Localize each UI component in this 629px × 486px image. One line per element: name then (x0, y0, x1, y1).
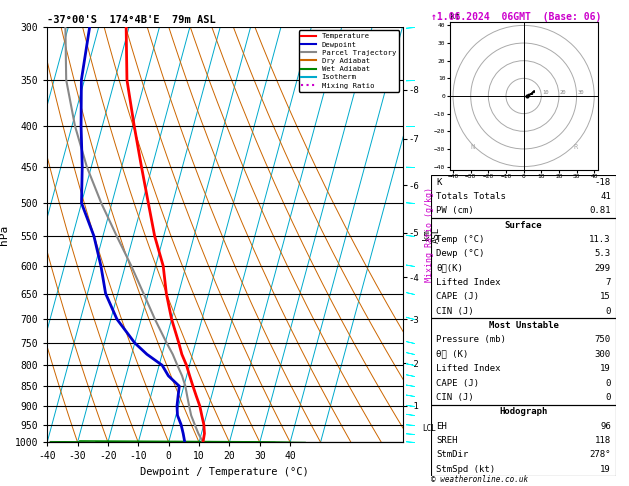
Text: CIN (J): CIN (J) (437, 307, 474, 316)
Text: Surface: Surface (505, 221, 542, 230)
Text: 41: 41 (600, 192, 611, 201)
Text: 7: 7 (606, 278, 611, 287)
Text: R: R (573, 144, 577, 150)
Text: StmDir: StmDir (437, 450, 469, 459)
Bar (431, 404, 616, 476)
Text: Temp (°C): Temp (°C) (437, 235, 485, 244)
Text: Lifted Index: Lifted Index (437, 278, 501, 287)
Text: θᴇ(K): θᴇ(K) (437, 264, 464, 273)
Text: 300: 300 (595, 350, 611, 359)
Text: SREH: SREH (437, 436, 458, 445)
Text: Dewp (°C): Dewp (°C) (437, 249, 485, 259)
Text: PW (cm): PW (cm) (437, 207, 474, 215)
Legend: Temperature, Dewpoint, Parcel Trajectory, Dry Adiabat, Wet Adiabat, Isotherm, Mi: Temperature, Dewpoint, Parcel Trajectory… (299, 30, 399, 91)
Text: 750: 750 (595, 335, 611, 345)
Text: -18: -18 (595, 178, 611, 187)
Text: 0: 0 (606, 379, 611, 387)
Text: © weatheronline.co.uk: © weatheronline.co.uk (431, 474, 528, 484)
Text: 19: 19 (600, 364, 611, 373)
Bar (431, 218, 616, 318)
Text: 20: 20 (560, 90, 566, 95)
X-axis label: Dewpoint / Temperature (°C): Dewpoint / Temperature (°C) (140, 467, 309, 477)
Text: 278°: 278° (589, 450, 611, 459)
Text: 5.3: 5.3 (595, 249, 611, 259)
Text: θᴇ (K): θᴇ (K) (437, 350, 469, 359)
Bar (431, 318, 616, 404)
Text: 30: 30 (577, 90, 584, 95)
Y-axis label: hPa: hPa (0, 225, 9, 244)
Text: 0: 0 (606, 393, 611, 402)
Text: CIN (J): CIN (J) (437, 393, 474, 402)
Text: 11.3: 11.3 (589, 235, 611, 244)
Text: Hodograph: Hodograph (499, 407, 548, 416)
Text: ↑1.06.2024  06GMT  (Base: 06): ↑1.06.2024 06GMT (Base: 06) (431, 12, 601, 22)
Y-axis label: km
ASL: km ASL (421, 226, 441, 243)
Text: 118: 118 (595, 436, 611, 445)
Text: CAPE (J): CAPE (J) (437, 293, 479, 301)
Text: Totals Totals: Totals Totals (437, 192, 506, 201)
Text: kt: kt (450, 12, 460, 21)
Text: CAPE (J): CAPE (J) (437, 379, 479, 387)
Text: -37°00'S  174°4B'E  79m ASL: -37°00'S 174°4B'E 79m ASL (47, 15, 216, 25)
Text: 19: 19 (600, 465, 611, 473)
Text: LCL: LCL (422, 424, 436, 433)
Text: Pressure (mb): Pressure (mb) (437, 335, 506, 345)
Text: 15: 15 (600, 293, 611, 301)
Text: Most Unstable: Most Unstable (489, 321, 559, 330)
Text: StmSpd (kt): StmSpd (kt) (437, 465, 496, 473)
Text: EH: EH (437, 421, 447, 431)
Text: N: N (470, 144, 475, 150)
Text: 96: 96 (600, 421, 611, 431)
Text: 0.81: 0.81 (589, 207, 611, 215)
Text: K: K (437, 178, 442, 187)
Text: 10: 10 (542, 90, 548, 95)
Text: Lifted Index: Lifted Index (437, 364, 501, 373)
Bar (431, 175, 616, 218)
Text: Mixing Ratio (g/kg): Mixing Ratio (g/kg) (425, 187, 433, 282)
Text: 0: 0 (606, 307, 611, 316)
Text: 299: 299 (595, 264, 611, 273)
